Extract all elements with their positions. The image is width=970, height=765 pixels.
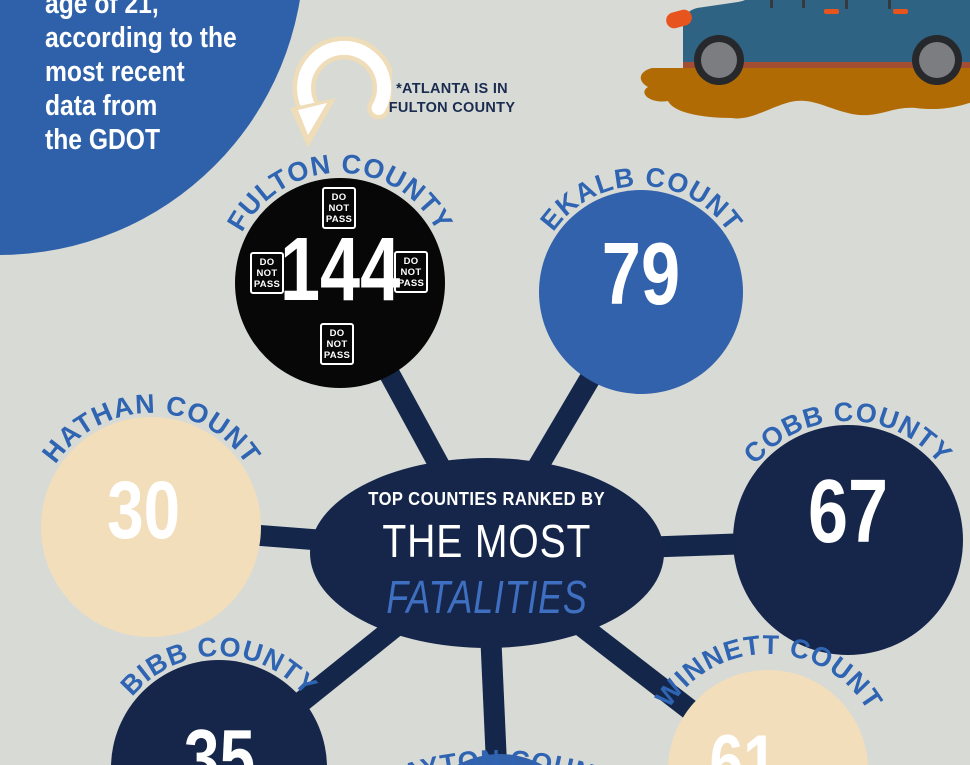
sign-line: PASS: [397, 277, 425, 289]
intro-line: data from: [45, 90, 158, 122]
atlanta-note-line: FULTON COUNTY: [388, 100, 516, 116]
county-value-chathan: 30: [107, 465, 181, 556]
intro-line: the GDOT: [45, 124, 161, 156]
sign-line: PASS: [325, 213, 353, 225]
hub-title: THE MOST: [382, 514, 592, 567]
do-not-pass-sign: DO NOT PASS: [394, 251, 428, 293]
do-not-pass-sign: DO NOT PASS: [250, 252, 284, 294]
sign-line: PASS: [253, 278, 281, 290]
car-body: [683, 0, 970, 62]
county-circle-bibb: 35: [111, 660, 327, 765]
atlanta-note: *ATLANTA IS IN FULTON COUNTY: [384, 80, 520, 118]
do-not-pass-sign: DO NOT PASS: [322, 187, 356, 229]
sign-line: DO: [259, 256, 275, 268]
rear-wheel-icon: [694, 35, 744, 85]
intro-line: age of 21,: [45, 0, 159, 20]
hub-subtitle: FATALITIES: [386, 570, 588, 623]
intro-line: according to the: [45, 22, 237, 54]
county-value-fulton: 144: [279, 220, 401, 320]
county-value-bibb: 35: [183, 713, 255, 765]
county-circle-fulton: 144 DO NOT PASS DO NOT PASS DO NOT PASS …: [235, 178, 445, 388]
county-circle-gwinnett: 61: [668, 670, 868, 765]
sign-line: DO: [331, 191, 347, 203]
door-handles: [824, 9, 908, 14]
mud-puddle: [640, 68, 970, 119]
county-circle-chathan: 30: [41, 417, 261, 637]
tail-light-icon: [666, 9, 692, 29]
county-circle-clayton: [412, 754, 588, 765]
county-value-gwinnett: 61: [709, 720, 777, 765]
sign-line: NOT: [256, 267, 278, 279]
county-circle-dekalb: 79: [539, 190, 743, 394]
hub-ellipse: TOP COUNTIES RANKED BY THE MOST FATALITI…: [310, 458, 664, 648]
county-value-cobb: 67: [807, 462, 889, 562]
atlanta-note-line: *ATLANTA IS IN: [396, 81, 508, 97]
do-not-pass-sign: DO NOT PASS: [320, 323, 354, 365]
sign-line: DO: [329, 327, 345, 339]
intro-line: most recent: [45, 56, 185, 88]
intro-text: age of 21, according to the most recent …: [45, 0, 237, 157]
sign-line: PASS: [323, 349, 351, 361]
sign-line: DO: [403, 255, 419, 267]
county-circle-cobb: 67: [733, 425, 963, 655]
county-value-dekalb: 79: [601, 224, 681, 323]
car-in-mud-illustration: [640, 0, 970, 119]
sign-line: NOT: [400, 266, 422, 278]
sign-line: NOT: [328, 202, 350, 214]
sign-line: NOT: [326, 338, 348, 350]
front-wheel-icon: [912, 35, 962, 85]
window-pillars: [770, 0, 891, 9]
hub-kicker: TOP COUNTIES RANKED BY: [368, 488, 606, 509]
car-stripe: [683, 62, 970, 69]
